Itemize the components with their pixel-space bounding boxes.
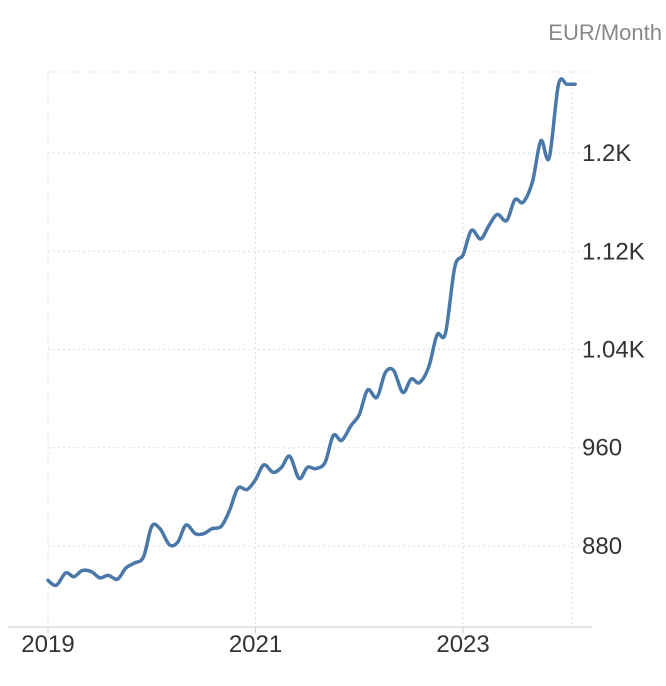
y-tick-label: 880 (582, 533, 622, 560)
series-line-0 (46, 77, 577, 588)
y-tick-label: 960 (582, 435, 622, 462)
x-tick-label: 2019 (21, 631, 74, 658)
y-tick-label: 1.04K (582, 337, 645, 364)
x-tick-label: 2023 (436, 631, 489, 658)
y-tick-label: 1.12K (582, 238, 645, 265)
x-tick-label: 2021 (229, 631, 282, 658)
y-tick-label: 1.2K (582, 140, 631, 167)
unit-label: EUR/Month (548, 20, 662, 45)
